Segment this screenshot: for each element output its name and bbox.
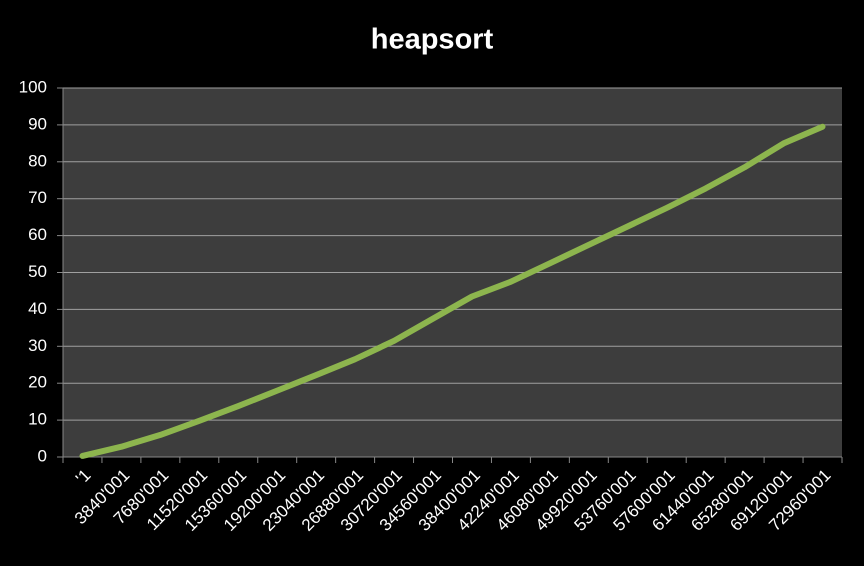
line: [79, 123, 826, 459]
chart-title: heapsort: [371, 24, 494, 56]
y-tick-label: 80: [28, 151, 47, 170]
y-tick-label: 50: [28, 262, 47, 281]
y-tick-label: 70: [28, 188, 47, 207]
y-tick-label: 100: [19, 77, 47, 96]
y-tick-label: 60: [28, 225, 47, 244]
y-tick-label: 20: [28, 373, 47, 392]
y-tick-label: 40: [28, 299, 47, 318]
y-tick-label: 0: [38, 446, 47, 465]
y-tick-label: 90: [28, 114, 47, 133]
y-tick-label: 30: [28, 336, 47, 355]
y-tick-label: 10: [28, 410, 47, 429]
